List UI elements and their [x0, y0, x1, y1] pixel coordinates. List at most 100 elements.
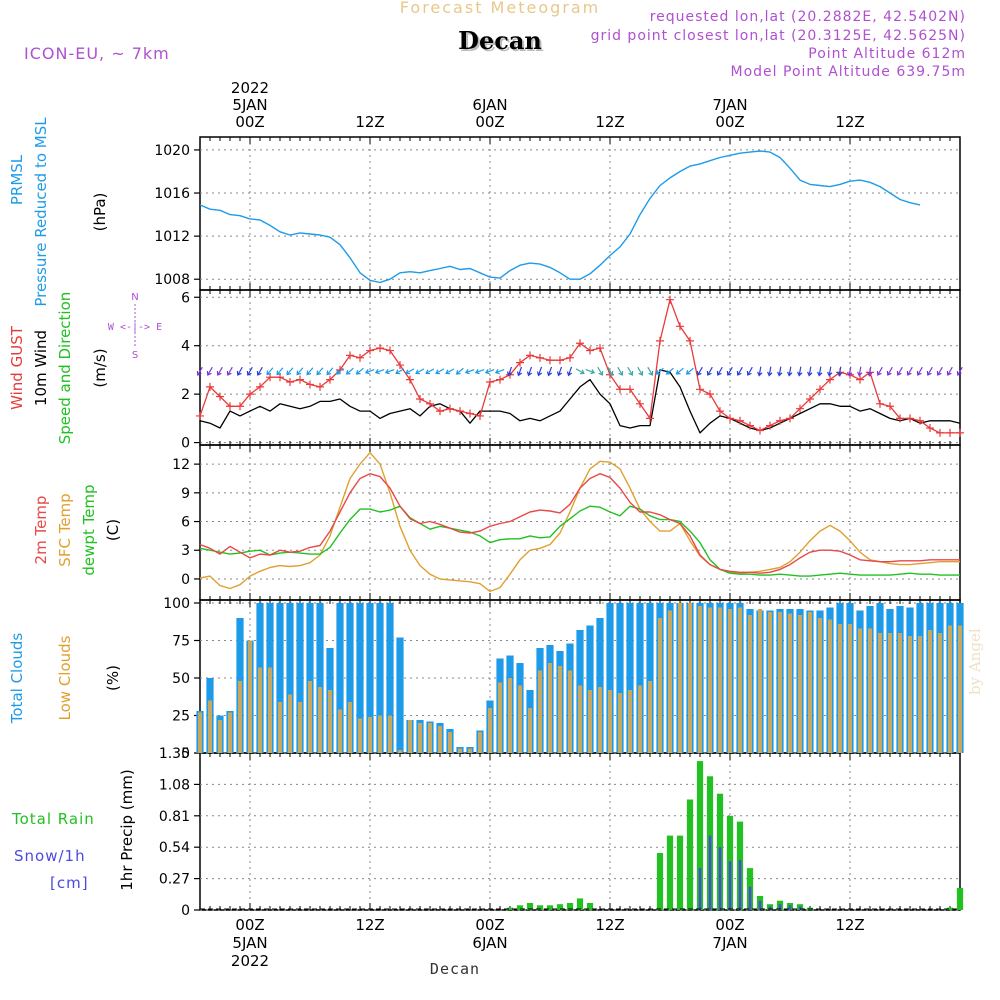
wind-direction-arrow — [868, 367, 872, 376]
wind-direction-arrow — [486, 369, 494, 373]
low-cloud-bar — [478, 732, 482, 753]
wind-gust-marker — [306, 380, 314, 388]
wind-direction-arrow — [897, 367, 902, 375]
low-cloud-bar — [448, 732, 452, 753]
wind-gust-marker — [196, 412, 204, 420]
wind-direction-arrow — [466, 369, 474, 373]
wind-speed-line — [200, 370, 960, 433]
low-cloud-bar — [788, 614, 792, 754]
low-cloud-bar — [378, 716, 382, 754]
top-time-label: 00Z — [235, 113, 264, 131]
dewpt-temp-line — [200, 506, 960, 576]
top-time-label: 7JAN — [712, 96, 747, 114]
pressure-line — [200, 151, 920, 283]
low-cloud-bar — [658, 618, 662, 753]
low-cloud-bar — [528, 708, 532, 753]
bottom-time-label: 5JAN — [232, 934, 267, 952]
low-cloud-bar — [668, 611, 672, 754]
wind-gust-marker — [696, 385, 704, 393]
wind-gust-marker — [686, 337, 694, 345]
y-tick-label: 1008 — [154, 272, 190, 288]
wind-direction-arrow — [907, 367, 912, 375]
wind-direction-arrow — [877, 367, 882, 375]
wind-direction-arrow — [207, 367, 212, 375]
wind-gust-marker — [646, 414, 654, 422]
bottom-time-label: 12Z — [355, 916, 384, 934]
low-cloud-bar — [708, 608, 712, 754]
wind-direction-arrow — [366, 369, 374, 373]
low-clouds-label: Low Clouds — [56, 635, 74, 720]
wind-direction-arrow — [277, 368, 283, 375]
low-cloud-bar — [498, 683, 502, 754]
low-cloud-bar — [688, 603, 692, 753]
wind-gust-marker — [496, 376, 504, 384]
low-cloud-bar — [318, 687, 322, 753]
rain-bar — [677, 836, 683, 910]
wind-gust-marker — [486, 378, 494, 386]
low-cloud-bar — [768, 612, 772, 753]
wind-direction-arrow — [436, 369, 444, 374]
wind-direction-arrow — [778, 367, 782, 376]
low-cloud-bar — [678, 603, 682, 753]
low-cloud-bar — [718, 608, 722, 754]
low-cloud-bar — [548, 663, 552, 753]
wind-direction-arrow — [347, 368, 354, 374]
wind-direction-arrow — [376, 369, 384, 373]
compass-arrow-label: W <-|-> E — [108, 322, 162, 333]
wind-direction-arrow — [528, 367, 532, 376]
low-cloud-bar — [738, 608, 742, 754]
snow-unit-legend: [cm] — [50, 874, 89, 892]
low-cloud-bar — [828, 620, 832, 754]
wind-gust-marker — [566, 354, 574, 362]
wind-direction-arrow — [508, 367, 512, 376]
wind-gust-marker — [406, 376, 414, 384]
rain-bar — [957, 888, 963, 910]
low-cloud-bar — [538, 671, 542, 754]
wind-gust-label: Wind GUST — [8, 325, 26, 410]
pressure-unit: (hPa) — [91, 193, 109, 232]
low-cloud-bar — [918, 636, 922, 753]
low-cloud-bar — [638, 686, 642, 754]
y-tick-label: 12 — [172, 457, 190, 473]
wind-direction-arrow — [887, 367, 892, 375]
low-cloud-bar — [208, 701, 212, 754]
bottom-time-label: 00Z — [715, 916, 744, 934]
y-tick-label: 6 — [181, 515, 190, 531]
low-cloud-bar — [228, 713, 232, 754]
low-cloud-bar — [908, 636, 912, 753]
snow-bar — [729, 861, 732, 910]
top-time-label: 2022 — [231, 79, 269, 97]
wind-direction-arrow — [917, 367, 922, 375]
bottom-time-label: 7JAN — [712, 934, 747, 952]
rain-bar — [657, 853, 663, 910]
wind-direction-arrow — [697, 367, 702, 375]
y-tick-label: 0.27 — [159, 872, 190, 888]
wind-gust-marker — [386, 347, 394, 355]
wind-direction-arrow — [576, 369, 584, 374]
y-tick-label: 1.08 — [159, 777, 190, 793]
wind-direction-arrow — [267, 368, 273, 375]
wind-gust-marker — [956, 429, 964, 437]
wind-gust-marker — [286, 378, 294, 386]
wind-gust-marker — [616, 385, 624, 393]
compass-south: S — [132, 350, 138, 361]
low-cloud-bar — [728, 609, 732, 753]
low-cloud-bar — [938, 633, 942, 753]
low-cloud-bar — [328, 690, 332, 753]
low-cloud-bar — [618, 693, 622, 753]
low-cloud-bar — [838, 624, 842, 753]
wind-gust-marker — [376, 344, 384, 352]
low-cloud-bar — [778, 612, 782, 753]
wind-gust-marker — [536, 354, 544, 362]
wind-direction-arrow — [937, 367, 942, 375]
wind-direction-arrow — [518, 367, 522, 376]
wind-direction-arrow — [386, 369, 394, 373]
wind-direction-arrow — [457, 368, 464, 374]
snow-bar — [789, 905, 792, 910]
snow-bar — [719, 847, 722, 910]
top-time-label: 00Z — [715, 113, 744, 131]
low-cloud-bar — [348, 702, 352, 753]
panel-frame — [200, 290, 960, 445]
low-cloud-bar — [928, 630, 932, 753]
low-cloud-bar — [338, 710, 342, 754]
